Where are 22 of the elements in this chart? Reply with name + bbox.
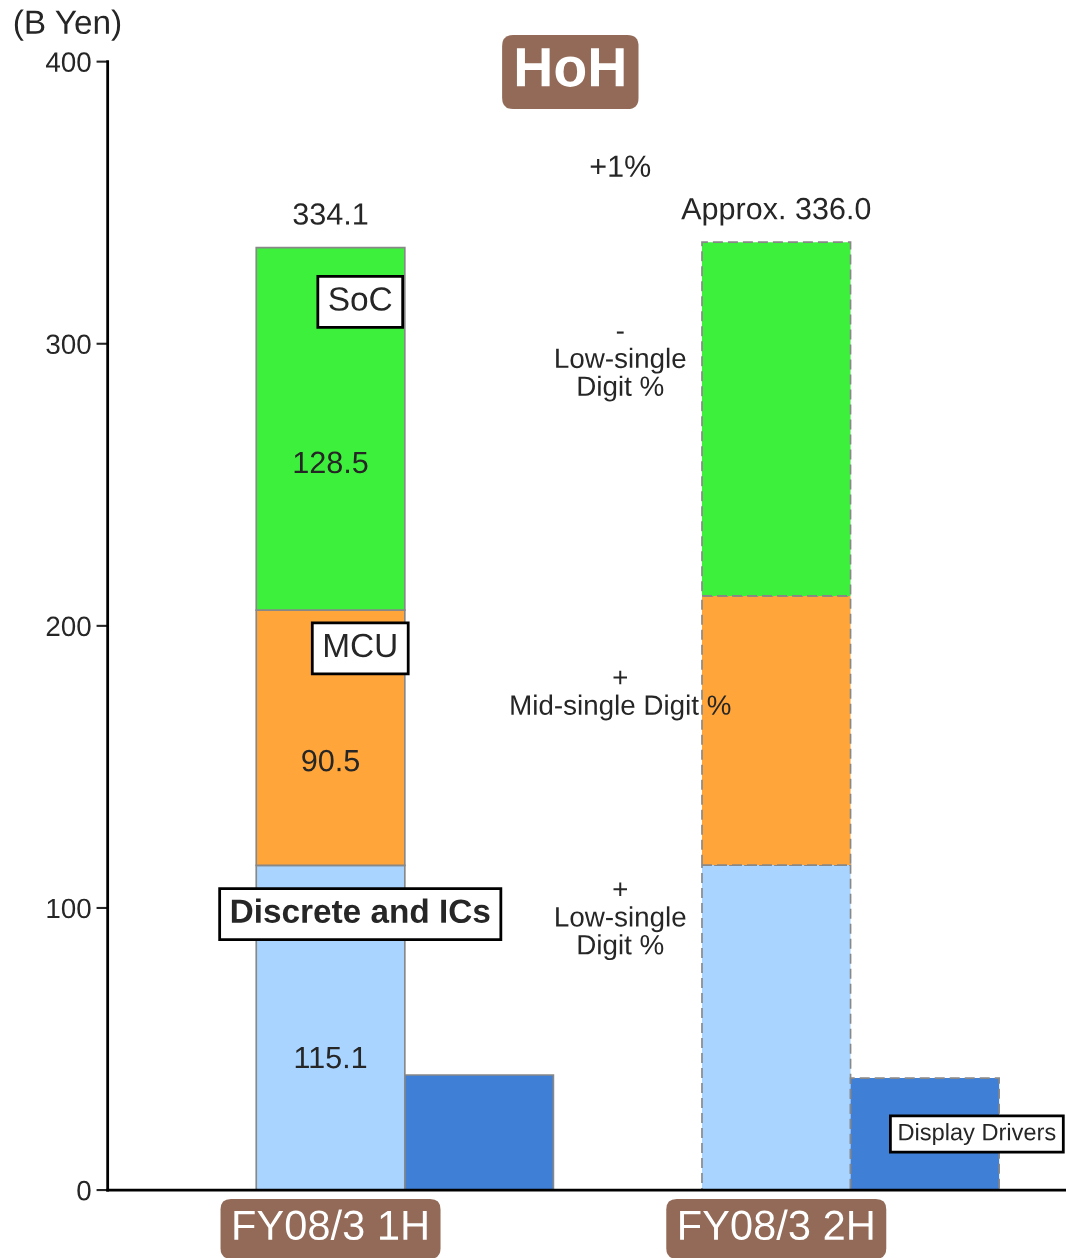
- series-label: MCU: [325, 633, 396, 658]
- series-label: Display Drivers: [899, 1123, 1056, 1146]
- data-label: 128.5: [294, 451, 368, 474]
- annotation: +1%: [590, 155, 651, 177]
- series-label: Discrete and ICs: [231, 898, 490, 924]
- data-label: 90.5: [302, 749, 359, 772]
- chart-title: HoH: [516, 48, 624, 87]
- y-tick-label: 100: [47, 898, 91, 919]
- x-tick-label: FY08/3 2H: [680, 1209, 873, 1241]
- y-tick-label: 400: [45, 52, 91, 72]
- total-label: 334.1: [293, 203, 368, 225]
- y-axis-title: (B Yen): [14, 9, 121, 41]
- data-label: 115.1: [295, 1047, 367, 1069]
- total-label: Approx. 336.0: [681, 197, 871, 226]
- y-tick-label: 300: [46, 334, 91, 355]
- y-tick-label: 0: [77, 1180, 91, 1201]
- annotation: - Low-single Digit %: [556, 331, 686, 402]
- y-tick-label: 200: [46, 616, 91, 637]
- series-label: SoC: [329, 287, 392, 311]
- annotation: + Low-single Digit %: [556, 882, 686, 961]
- x-tick-label: FY08/3 1H: [234, 1209, 427, 1241]
- annotation: + Mid-single Digit %: [511, 670, 731, 721]
